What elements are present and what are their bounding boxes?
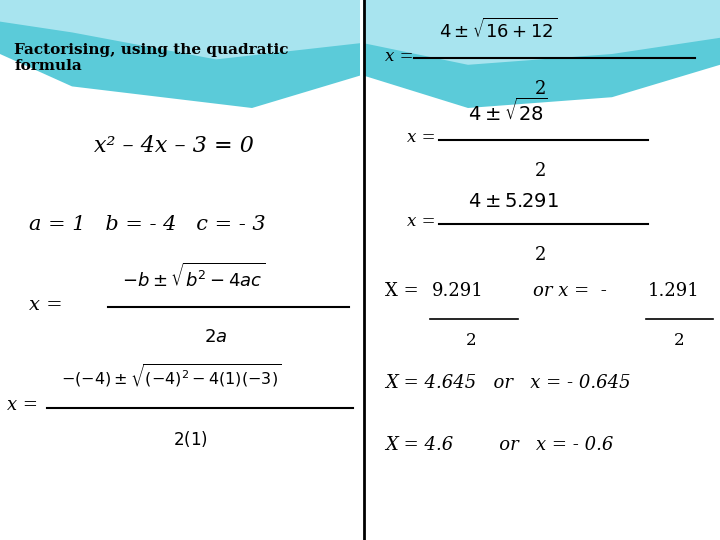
Polygon shape <box>0 0 360 108</box>
Text: 9.291: 9.291 <box>432 282 484 300</box>
Text: or x =  -: or x = - <box>533 282 607 300</box>
Text: x =: x = <box>407 213 436 230</box>
Text: 1.291: 1.291 <box>648 282 700 300</box>
Text: 2: 2 <box>534 246 546 264</box>
Text: x =: x = <box>385 48 414 65</box>
Text: $4 \pm 5.291$: $4 \pm 5.291$ <box>468 192 559 211</box>
Text: 2: 2 <box>674 332 684 349</box>
Text: $-b \pm \sqrt{b^2-4ac}$: $-b \pm \sqrt{b^2-4ac}$ <box>122 262 266 291</box>
Text: X = 4.645   or   x = - 0.645: X = 4.645 or x = - 0.645 <box>385 374 631 393</box>
Text: $-(-4) \pm \sqrt{(-4)^2-4(1)(-3)}$: $-(-4) \pm \sqrt{(-4)^2-4(1)(-3)}$ <box>61 363 282 390</box>
Text: X =: X = <box>385 282 425 300</box>
Text: $2(1)$: $2(1)$ <box>174 429 208 449</box>
Text: 2: 2 <box>534 162 546 180</box>
Text: X = 4.6        or   x = - 0.6: X = 4.6 or x = - 0.6 <box>385 436 613 455</box>
Text: $4 \pm \sqrt{28}$: $4 \pm \sqrt{28}$ <box>468 98 547 125</box>
Polygon shape <box>364 0 720 65</box>
Text: $2a$: $2a$ <box>204 328 228 346</box>
Polygon shape <box>0 0 360 59</box>
Text: a = 1   b = - 4   c = - 3: a = 1 b = - 4 c = - 3 <box>29 214 266 234</box>
Text: Factorising, using the quadratic
formula: Factorising, using the quadratic formula <box>14 43 289 73</box>
Polygon shape <box>364 0 720 108</box>
Text: x =: x = <box>407 129 436 146</box>
Text: 2: 2 <box>534 80 546 98</box>
Text: x =: x = <box>29 296 63 314</box>
Text: x =: x = <box>7 396 38 414</box>
Text: 2: 2 <box>467 332 477 349</box>
Text: x² – 4x – 3 = 0: x² – 4x – 3 = 0 <box>94 135 253 157</box>
Text: $4 \pm \sqrt{16+12}$: $4 \pm \sqrt{16+12}$ <box>439 18 557 42</box>
